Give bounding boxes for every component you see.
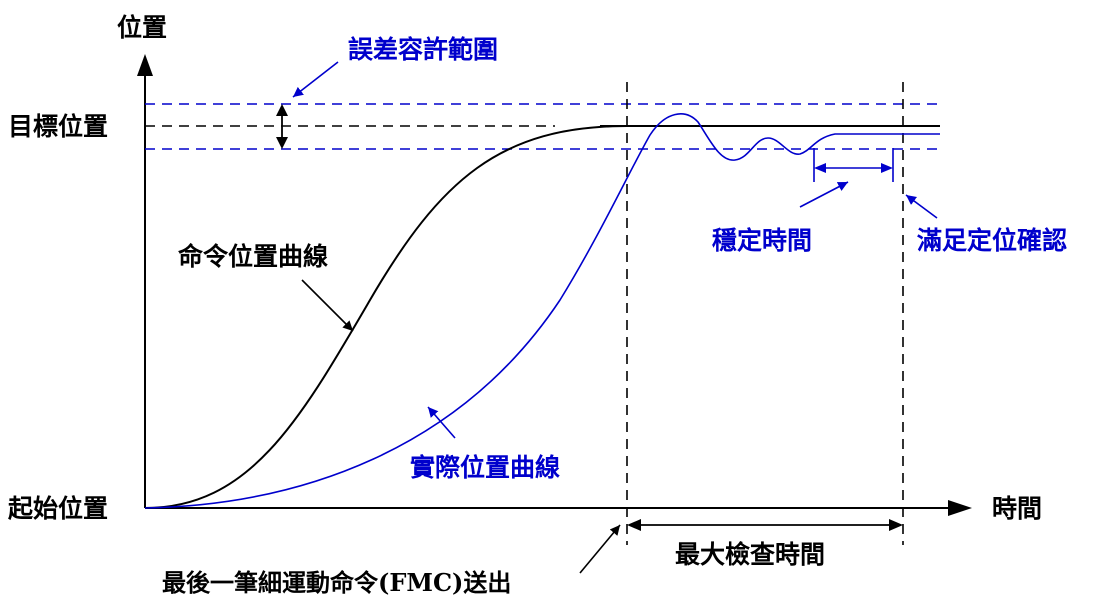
settling-pointer-arrow (799, 181, 849, 208)
fmc-pointer-arrow (579, 524, 621, 574)
in-position-confirmed-label: 滿足定位確認 (917, 226, 1067, 255)
command-curve-label: 命令位置曲線 (178, 242, 328, 271)
command-curve-pointer-arrow (301, 279, 354, 332)
fmc-sent-label: 最後一筆細運動命令(FMC)送出 (162, 568, 511, 597)
max-check-arrowhead-left (627, 519, 641, 531)
tolerance-range-label: 誤差容許範圍 (348, 35, 498, 64)
y-axis-label: 位置 (117, 13, 167, 42)
y-axis-arrowhead (137, 54, 153, 76)
actual-curve-pointer-arrow (427, 406, 456, 439)
settling-arrowhead-right (881, 163, 893, 173)
max-check-time-label: 最大檢查時間 (675, 540, 825, 569)
tolerance-arrowhead-up (276, 104, 288, 116)
command-position-curve (144, 125, 628, 509)
settling-arrowhead-left (814, 163, 826, 173)
target-position-label: 目標位置 (8, 112, 108, 141)
actual-position-curve (144, 113, 940, 509)
tolerance-arrowhead-down (276, 137, 288, 149)
actual-curve-label: 實際位置曲線 (410, 453, 560, 482)
settling-time-label: 穩定時間 (712, 226, 812, 255)
x-axis-label: 時間 (992, 494, 1042, 523)
start-position-label: 起始位置 (8, 494, 108, 523)
in-position-pointer-arrow (905, 194, 938, 219)
max-check-arrowhead-right (889, 519, 903, 531)
x-axis-arrowhead (948, 500, 972, 516)
tolerance-pointer-arrow (292, 61, 339, 98)
